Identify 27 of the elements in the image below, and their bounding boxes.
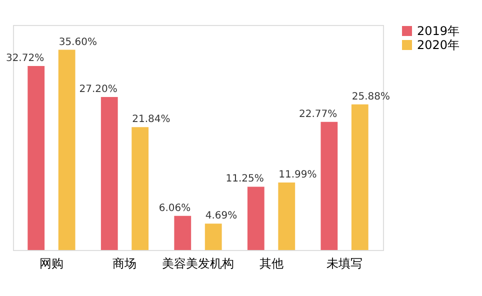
x-tick-label: 其他 [259,256,284,270]
bar [204,224,222,250]
bar [28,66,45,250]
data-label: 32.72% [6,52,44,64]
data-label: 21.84% [132,114,170,126]
bar [58,50,76,250]
bar [174,216,192,250]
x-tick-label: 网购 [39,256,64,270]
bar [278,182,296,250]
x-tick-label: 未填写 [326,256,363,270]
legend-label: 2020年 [417,38,460,52]
data-label: 4.69% [205,210,238,222]
x-tick-label: 美容美发机构 [162,256,234,270]
x-tick-label: 商场 [112,256,137,270]
data-label: 6.06% [158,202,191,214]
data-label: 27.20% [79,84,118,95]
legend-label: 2019年 [417,24,460,38]
bar [320,122,338,250]
data-label: 35.60% [58,36,97,48]
bar [100,97,118,250]
data-label: 25.88% [352,91,390,102]
bar [247,186,264,250]
data-label: 22.77% [299,108,338,120]
data-label: 11.99% [278,170,317,181]
bar [351,104,368,250]
bar [132,127,149,250]
data-label: 11.25% [226,174,264,185]
